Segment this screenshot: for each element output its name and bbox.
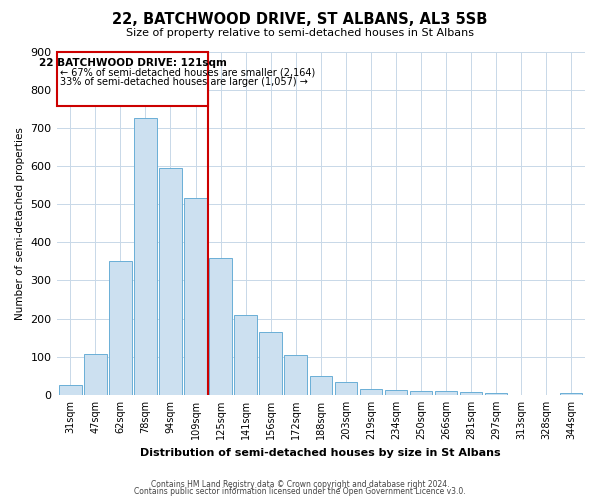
Bar	[59, 384, 82, 395]
Text: Contains HM Land Registry data © Crown copyright and database right 2024.: Contains HM Land Registry data © Crown c…	[151, 480, 449, 489]
Bar	[84, 354, 107, 395]
Text: 22 BATCHWOOD DRIVE: 121sqm: 22 BATCHWOOD DRIVE: 121sqm	[39, 58, 227, 68]
Bar	[209, 258, 232, 395]
Bar	[284, 355, 307, 395]
Bar	[259, 332, 282, 395]
Bar	[109, 262, 131, 395]
Bar	[335, 382, 357, 395]
Bar	[485, 393, 508, 395]
Bar	[134, 118, 157, 395]
Bar	[159, 168, 182, 395]
Bar	[184, 198, 207, 395]
Y-axis label: Number of semi-detached properties: Number of semi-detached properties	[15, 127, 25, 320]
Text: ← 67% of semi-detached houses are smaller (2,164): ← 67% of semi-detached houses are smalle…	[60, 68, 315, 78]
FancyBboxPatch shape	[57, 52, 208, 106]
Text: Size of property relative to semi-detached houses in St Albans: Size of property relative to semi-detach…	[126, 28, 474, 38]
Bar	[560, 393, 583, 395]
Text: 22, BATCHWOOD DRIVE, ST ALBANS, AL3 5SB: 22, BATCHWOOD DRIVE, ST ALBANS, AL3 5SB	[112, 12, 488, 28]
Bar	[410, 391, 432, 395]
Bar	[310, 376, 332, 395]
Bar	[359, 389, 382, 395]
X-axis label: Distribution of semi-detached houses by size in St Albans: Distribution of semi-detached houses by …	[140, 448, 501, 458]
Bar	[435, 391, 457, 395]
Text: 33% of semi-detached houses are larger (1,057) →: 33% of semi-detached houses are larger (…	[60, 76, 308, 86]
Bar	[235, 315, 257, 395]
Bar	[385, 390, 407, 395]
Text: Contains public sector information licensed under the Open Government Licence v3: Contains public sector information licen…	[134, 488, 466, 496]
Bar	[460, 392, 482, 395]
